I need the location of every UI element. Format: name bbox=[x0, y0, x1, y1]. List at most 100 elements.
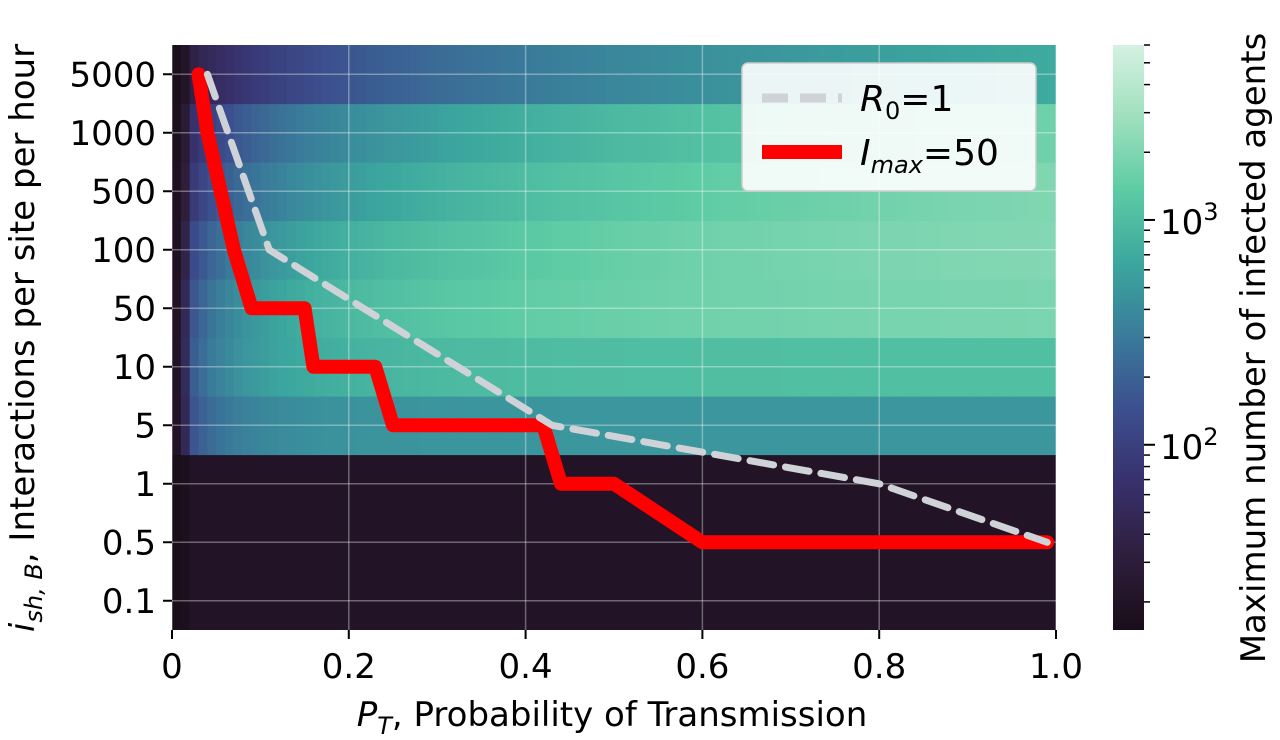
heatmap-cell bbox=[180, 103, 191, 163]
heatmap-cell bbox=[1038, 45, 1048, 105]
heatmap-cell bbox=[605, 513, 615, 573]
heatmap-cell bbox=[286, 162, 297, 222]
heatmap-cell bbox=[269, 571, 279, 630]
heatmap-cell bbox=[225, 513, 235, 573]
heatmap-cell bbox=[896, 396, 907, 456]
heatmap-cell bbox=[1002, 220, 1013, 280]
heatmap-cell bbox=[764, 571, 774, 630]
heatmap-cell bbox=[543, 513, 553, 573]
heatmap-cell bbox=[985, 337, 995, 397]
heatmap-cell bbox=[269, 103, 279, 163]
heatmap-cell bbox=[419, 103, 429, 163]
heatmap-cell bbox=[463, 454, 474, 514]
x-tick-label: 1.0 bbox=[1029, 647, 1083, 687]
heatmap-cell bbox=[852, 220, 863, 280]
heatmap-cell bbox=[994, 220, 1004, 280]
heatmap-cell bbox=[958, 454, 969, 514]
heatmap-cell bbox=[817, 220, 827, 280]
heatmap-cell bbox=[375, 279, 385, 339]
heatmap-cell bbox=[711, 571, 721, 630]
heatmap-cell bbox=[693, 396, 703, 456]
heatmap-cell bbox=[649, 454, 659, 514]
heatmap-cell bbox=[260, 513, 270, 573]
heatmap-cell bbox=[322, 103, 332, 163]
heatmap-cell bbox=[693, 220, 703, 280]
heatmap-cell bbox=[242, 571, 253, 630]
heatmap-cell bbox=[189, 162, 200, 222]
heatmap-cell bbox=[322, 45, 332, 105]
heatmap-cell bbox=[481, 279, 491, 339]
heatmap-cell bbox=[826, 220, 836, 280]
heatmap-cell bbox=[773, 279, 783, 339]
heatmap-cell bbox=[172, 396, 182, 456]
heatmap-cell bbox=[790, 571, 801, 630]
heatmap-cell bbox=[843, 279, 854, 339]
heatmap-cell bbox=[817, 571, 827, 630]
heatmap-cell bbox=[499, 162, 509, 222]
heatmap-cell bbox=[781, 571, 792, 630]
heatmap-cell bbox=[242, 513, 253, 573]
heatmap-cell bbox=[233, 571, 244, 630]
heatmap-cell bbox=[348, 45, 359, 105]
heatmap-cell bbox=[808, 220, 818, 280]
heatmap-cell bbox=[410, 45, 421, 105]
heatmap-cell bbox=[799, 337, 810, 397]
heatmap-cell bbox=[649, 396, 659, 456]
heatmap-cell bbox=[481, 220, 491, 280]
heatmap-cell bbox=[976, 279, 986, 339]
heatmap-cell bbox=[967, 571, 978, 630]
heatmap-cell bbox=[216, 279, 226, 339]
heatmap-cell bbox=[923, 220, 933, 280]
heatmap-cell bbox=[490, 103, 500, 163]
heatmap-cell bbox=[826, 279, 836, 339]
heatmap-cell bbox=[375, 571, 385, 630]
heatmap-cell bbox=[534, 513, 544, 573]
heatmap-cell bbox=[649, 162, 659, 222]
heatmap-cell bbox=[552, 220, 562, 280]
heatmap-cell bbox=[746, 396, 757, 456]
heatmap-cell bbox=[861, 220, 871, 280]
heatmap-cell bbox=[967, 396, 978, 456]
heatmap-cell bbox=[437, 220, 447, 280]
heatmap-cell bbox=[799, 396, 810, 456]
heatmap-cell bbox=[941, 279, 951, 339]
heatmap-cell bbox=[932, 220, 942, 280]
heatmap-cell bbox=[516, 220, 527, 280]
heatmap-cell bbox=[393, 162, 403, 222]
heatmap-cell bbox=[525, 220, 536, 280]
colorbar-label: Maximum number of infected agents bbox=[1234, 33, 1274, 664]
heatmap-cell bbox=[216, 337, 226, 397]
heatmap-cell bbox=[958, 396, 969, 456]
heatmap-cell bbox=[631, 279, 642, 339]
heatmap-cell bbox=[375, 45, 385, 105]
heatmap-cell bbox=[905, 454, 916, 514]
x-tick-label: 0.6 bbox=[675, 647, 729, 687]
heatmap-cell bbox=[976, 220, 986, 280]
heatmap-cell bbox=[481, 45, 491, 105]
heatmap-cell bbox=[994, 571, 1004, 630]
heatmap-cell bbox=[790, 220, 801, 280]
heatmap-cell bbox=[569, 45, 580, 105]
heatmap-cell bbox=[746, 454, 757, 514]
heatmap-cell bbox=[331, 162, 341, 222]
heatmap-cell bbox=[667, 396, 677, 456]
heatmap-cell bbox=[914, 454, 924, 514]
heatmap-cell bbox=[755, 454, 765, 514]
heatmap-cell bbox=[251, 513, 261, 573]
heatmap-cell bbox=[472, 279, 482, 339]
heatmap-cell bbox=[720, 220, 730, 280]
heatmap-cell bbox=[1038, 220, 1048, 280]
heatmap-cell bbox=[1038, 396, 1048, 456]
heatmap-cell bbox=[428, 513, 438, 573]
heatmap-cell bbox=[286, 513, 297, 573]
heatmap-cell bbox=[631, 454, 642, 514]
heatmap-cell bbox=[728, 162, 739, 222]
heatmap-cell bbox=[702, 279, 712, 339]
heatmap-cell bbox=[322, 220, 332, 280]
heatmap-cell bbox=[905, 220, 916, 280]
heatmap-cell bbox=[994, 279, 1004, 339]
heatmap-cell bbox=[560, 337, 571, 397]
heatmap-cell bbox=[446, 513, 456, 573]
heatmap-cell bbox=[401, 337, 412, 397]
heatmap-cell bbox=[233, 513, 244, 573]
